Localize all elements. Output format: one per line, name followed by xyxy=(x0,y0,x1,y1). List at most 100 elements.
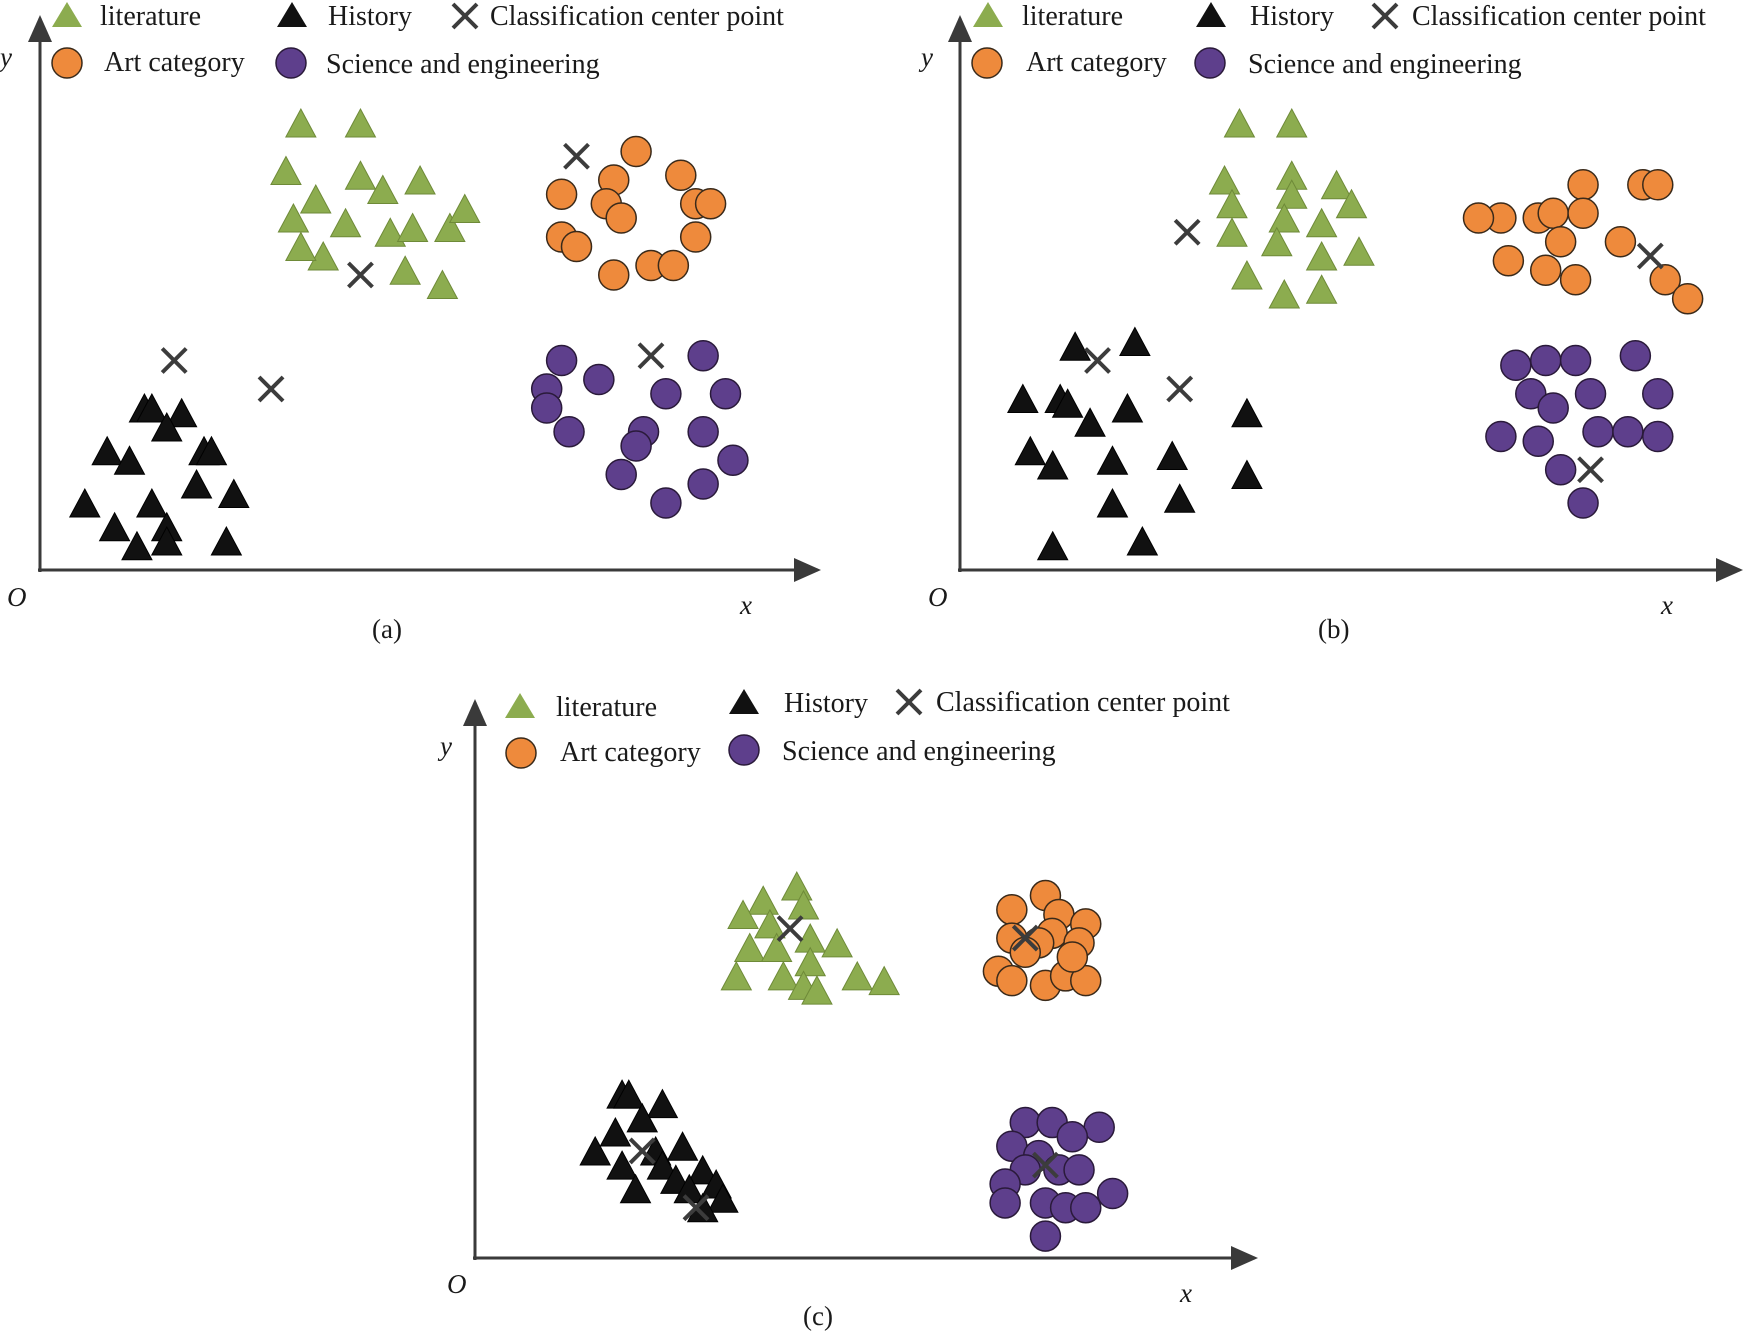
science-and-engineering-point-11 xyxy=(1612,416,1644,448)
art-category-point-13 xyxy=(1009,936,1042,969)
science-and-engineering-point-11 xyxy=(989,1187,1021,1219)
literature-point-7 xyxy=(277,202,310,233)
science-and-engineering-point-9 xyxy=(1522,425,1554,457)
art-category-point-5 xyxy=(1537,197,1569,229)
legend-history: History xyxy=(784,688,868,719)
history-point-15 xyxy=(150,525,183,556)
literature-point-10 xyxy=(720,960,753,991)
history-point-12 xyxy=(1231,459,1263,489)
history-point-13 xyxy=(1096,487,1129,518)
science-and-engineering-point-15 xyxy=(1029,1220,1062,1252)
center-point-1 xyxy=(1011,924,1039,952)
art-legend-icon xyxy=(51,47,83,79)
literature-point-4 xyxy=(1320,169,1353,200)
literature-point-6 xyxy=(404,164,436,195)
history-point-10 xyxy=(686,1154,719,1185)
history-point-14 xyxy=(1163,483,1196,513)
legend-art: Art category xyxy=(1026,47,1167,78)
science-and-engineering-point-10 xyxy=(620,430,652,462)
history-point-8 xyxy=(180,468,213,499)
plot-marks xyxy=(579,871,1129,1252)
history-point-10 xyxy=(1096,445,1129,475)
history-point-5 xyxy=(1111,392,1144,423)
science-and-engineering-point-14 xyxy=(1567,487,1599,519)
science-and-engineering-point-14 xyxy=(1070,1191,1102,1224)
literature-point-4 xyxy=(299,183,332,214)
legend-science: Science and engineering xyxy=(1248,49,1522,80)
legend-history: History xyxy=(1250,1,1334,32)
x-axis-label: x xyxy=(1179,1278,1192,1308)
science-and-engineering-point-5 xyxy=(709,378,742,410)
science-legend-icon xyxy=(275,47,307,79)
legend-literature: literature xyxy=(100,1,201,32)
art-legend-icon xyxy=(505,737,537,769)
literature-point-8 xyxy=(329,207,362,238)
plot-marks xyxy=(68,107,749,561)
literature-point-0 xyxy=(780,871,813,901)
art-category-point-13 xyxy=(657,249,690,282)
literature-point-13 xyxy=(307,240,340,271)
history-point-5 xyxy=(579,1135,612,1166)
history-point-4 xyxy=(91,435,123,466)
center-point-3 xyxy=(1166,375,1194,403)
history-point-4 xyxy=(1051,388,1084,418)
history-point-1 xyxy=(136,392,168,423)
science-and-engineering-point-14 xyxy=(650,487,682,519)
science-and-engineering-point-7 xyxy=(1063,1154,1095,1186)
origin-label: O xyxy=(928,582,948,612)
panel-b: literature History Classification center… xyxy=(918,1,1743,644)
literature-point-8 xyxy=(760,932,793,963)
science-and-engineering-point-9 xyxy=(687,416,719,448)
history-point-1 xyxy=(612,1079,645,1109)
art-category-point-10 xyxy=(1492,245,1525,277)
legend-art: Art category xyxy=(560,737,701,768)
history-point-2 xyxy=(646,1088,679,1119)
art-category-point-0 xyxy=(620,135,652,168)
history-point-12 xyxy=(98,511,131,542)
literature-point-11 xyxy=(1260,226,1293,257)
history-point-14 xyxy=(121,530,153,561)
art-category-point-1 xyxy=(996,893,1028,926)
center-point-3 xyxy=(1032,1151,1059,1179)
art-category-point-12 xyxy=(1559,264,1592,296)
literature-point-12 xyxy=(448,193,481,223)
history-point-7 xyxy=(195,435,228,466)
art-category-point-7 xyxy=(1462,202,1495,234)
art-category-point-9 xyxy=(996,964,1028,997)
science-and-engineering-point-0 xyxy=(1500,349,1532,381)
literature-point-0 xyxy=(285,107,317,138)
science-and-engineering-point-13 xyxy=(1544,454,1577,486)
literature-point-7 xyxy=(1335,188,1368,219)
literature-legend-icon xyxy=(505,693,535,718)
art-category-point-11 xyxy=(1529,254,1562,286)
science-and-engineering-point-13 xyxy=(687,468,719,500)
history-point-9 xyxy=(1036,449,1069,480)
center-point-0 xyxy=(776,915,804,943)
center-point-1 xyxy=(1636,242,1664,270)
history-point-3 xyxy=(150,411,183,442)
center-point-3 xyxy=(257,375,285,403)
literature-point-13 xyxy=(801,975,833,1005)
art-category-point-12 xyxy=(1070,964,1102,997)
literature-point-1 xyxy=(344,107,377,138)
center-point-0 xyxy=(1173,218,1201,246)
science-and-engineering-point-3 xyxy=(1619,340,1652,372)
history-legend-icon xyxy=(277,2,307,27)
science-and-engineering-point-2 xyxy=(1083,1111,1115,1144)
history-point-11 xyxy=(1156,440,1189,470)
center-point-4 xyxy=(1577,456,1604,484)
science-and-engineering-point-3 xyxy=(1056,1121,1089,1153)
center-point-1 xyxy=(347,261,374,289)
panel-caption: (a) xyxy=(372,614,402,644)
literature-point-15 xyxy=(868,965,900,996)
science-and-engineering-point-10 xyxy=(1582,416,1614,448)
origin-label: O xyxy=(447,1269,467,1299)
history-point-15 xyxy=(1036,530,1069,561)
history-point-1 xyxy=(1119,326,1151,356)
y-axis-label: y xyxy=(918,42,933,72)
literature-point-14 xyxy=(389,255,421,285)
history-point-16 xyxy=(210,525,243,556)
history-legend-icon xyxy=(729,689,759,714)
history-point-2 xyxy=(165,397,198,428)
science-legend-icon xyxy=(1194,47,1226,79)
